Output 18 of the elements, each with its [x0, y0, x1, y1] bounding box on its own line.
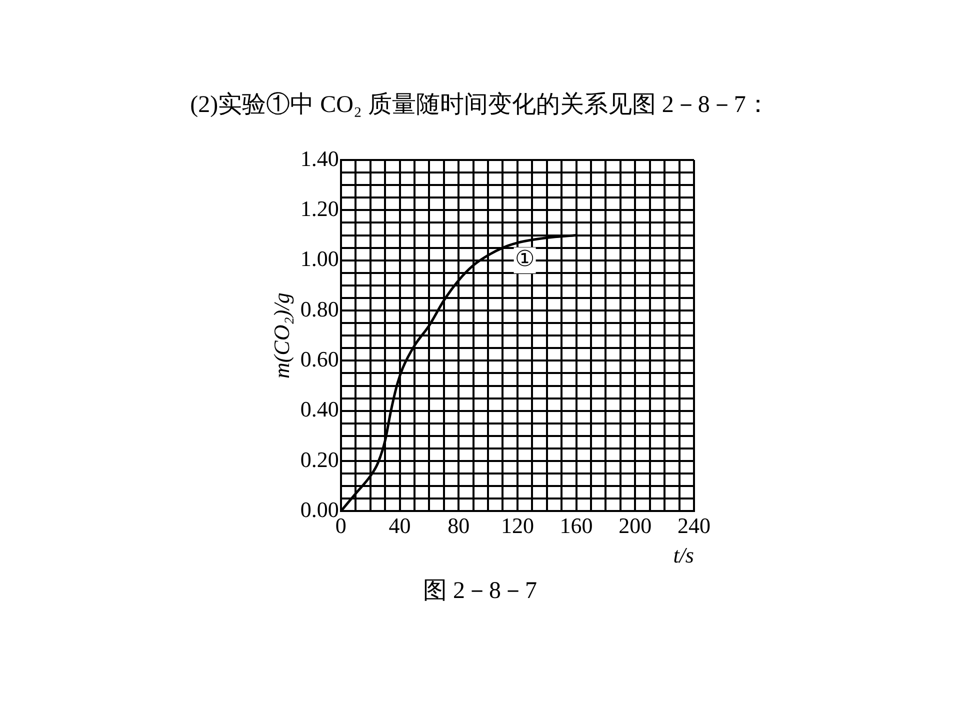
x-tick-label: 120 — [500, 513, 534, 538]
x-axis-title: t/s — [673, 542, 694, 568]
x-tick-label: 200 — [618, 513, 652, 538]
y-tick-label: 0.20 — [300, 446, 339, 472]
y-tick-label: 0.80 — [300, 296, 339, 322]
y-tick-label: 1.20 — [300, 196, 339, 221]
annotation: ① — [514, 246, 535, 272]
x-tick-label: 40 — [388, 513, 411, 538]
caption: 图 2－8－7 — [422, 577, 538, 606]
x-tick-label: 240 — [678, 513, 710, 538]
y-tick-label: 0.60 — [300, 346, 339, 372]
y-tick-label: 0.40 — [300, 396, 339, 422]
chart-title: (2)实验①中 CO₂ 质量随时间变化的关系见图 2－8－7： — [189, 90, 771, 120]
y-tick-label: 1.00 — [300, 246, 339, 272]
y-tick-label: 1.40 — [300, 146, 339, 171]
x-tick-label: 160 — [560, 513, 593, 538]
y-axis-title: m(CO₂)/g — [268, 292, 294, 379]
x-tick-label: 80 — [448, 513, 470, 538]
